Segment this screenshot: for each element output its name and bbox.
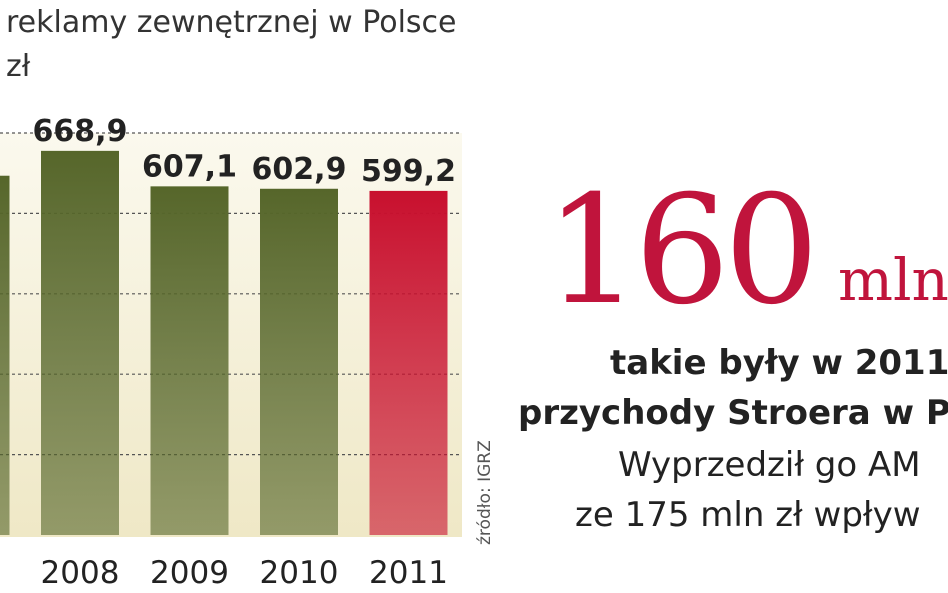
- callout-line: Wyprzedził go AM: [618, 445, 921, 485]
- callout-line: takie były w 2011: [610, 343, 948, 383]
- source: źródło: IGRZ: [475, 440, 495, 545]
- bar: [41, 150, 119, 535]
- callout-line: przychody Stroera w P: [518, 393, 948, 433]
- x-tick-label: 2010: [260, 555, 339, 591]
- x-tick-label: 2009: [150, 555, 229, 591]
- bar: [260, 188, 338, 536]
- bar: [369, 190, 448, 535]
- value-label: 607,1: [142, 149, 237, 184]
- x-tick-label: 2011: [369, 555, 448, 591]
- callout-line: ze 175 mln zł wpływ: [575, 495, 921, 535]
- big-unit: mln: [838, 246, 948, 314]
- bar: [150, 186, 229, 535]
- x-tick-label: 2008: [41, 555, 120, 591]
- value-label: 668,9: [33, 114, 128, 149]
- bar: [0, 175, 10, 535]
- value-label: 602,9: [252, 152, 347, 187]
- chart-title: reklamy zewnętrznej w Polsce: [6, 5, 457, 40]
- chart-subtitle: zł: [6, 49, 31, 84]
- big-number: 160: [545, 164, 813, 338]
- value-label: 599,2: [361, 154, 456, 189]
